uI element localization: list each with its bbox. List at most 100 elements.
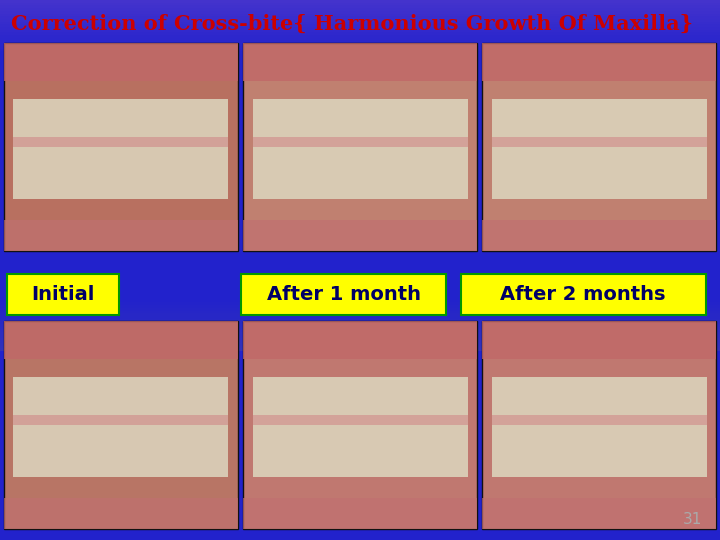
Bar [0,432,720,435]
Bar [0,529,720,532]
Bar [0,275,720,278]
Bar [0,248,720,251]
Bar [0,22,720,24]
Bar [482,498,716,529]
Bar [0,113,720,116]
Bar [0,500,720,502]
FancyBboxPatch shape [7,274,119,314]
Bar [0,159,720,162]
Bar [492,137,707,147]
Bar [0,321,720,324]
Bar [0,59,720,62]
Bar [0,162,720,165]
Bar [0,68,720,70]
Bar [0,40,720,43]
Bar [0,89,720,92]
Bar [0,94,720,97]
Bar [0,462,720,464]
Bar [0,278,720,281]
Bar [0,408,720,410]
Bar [0,502,720,505]
Bar [0,316,720,319]
Bar [0,111,720,113]
Bar [0,219,720,221]
Bar [0,467,720,470]
Bar [0,270,720,273]
Bar [243,498,477,529]
Bar [0,259,720,262]
Bar [0,186,720,189]
Bar [0,97,720,100]
Bar [0,535,720,537]
Bar [4,498,238,529]
Bar [0,346,720,348]
Bar [0,49,720,51]
Bar [0,262,720,265]
Bar [13,99,228,199]
Bar [0,73,720,76]
Bar [0,224,720,227]
Bar [0,340,720,343]
Bar [482,321,716,529]
Bar [0,251,720,254]
Bar [243,43,477,80]
Bar [0,437,720,440]
Bar [0,526,720,529]
Bar [0,194,720,197]
Text: After 2 months: After 2 months [500,285,666,304]
Bar [0,154,720,157]
Bar [0,202,720,205]
Bar [0,30,720,32]
Bar [0,389,720,392]
Bar [0,310,720,313]
Bar [0,443,720,445]
Bar [0,494,720,497]
Bar [0,181,720,184]
Bar [0,394,720,397]
Bar [13,415,228,426]
Bar [0,302,720,305]
Bar [0,359,720,362]
Bar [0,151,720,154]
Bar [0,343,720,346]
Text: Correction of Cross-bite{ Harmonious Growth Of Maxilla}: Correction of Cross-bite{ Harmonious Gro… [11,14,693,33]
Bar [0,497,720,500]
Bar [0,297,720,300]
Text: 31: 31 [683,511,702,526]
Bar [0,456,720,459]
Bar [0,173,720,176]
Bar [0,392,720,394]
Bar [0,124,720,127]
Bar [0,232,720,235]
Bar [0,105,720,108]
Bar [0,491,720,494]
Bar [0,532,720,535]
Bar [0,475,720,478]
Bar [0,116,720,119]
Bar [0,189,720,192]
Bar [0,327,720,329]
Bar [0,267,720,270]
Bar [0,78,720,81]
Bar [0,308,720,310]
Bar [0,213,720,216]
Bar [0,205,720,208]
Bar [0,81,720,84]
Bar [0,8,720,11]
Bar [0,524,720,526]
Bar [0,170,720,173]
Bar [0,3,720,5]
Bar [0,140,720,143]
Bar [0,265,720,267]
Bar [492,415,707,426]
Bar [0,351,720,354]
Bar [0,54,720,57]
Bar [0,216,720,219]
Bar [253,415,468,426]
Bar [0,454,720,456]
Bar [0,446,720,448]
Bar [0,208,720,211]
Bar [0,413,720,416]
Bar [0,348,720,351]
Bar [0,518,720,521]
